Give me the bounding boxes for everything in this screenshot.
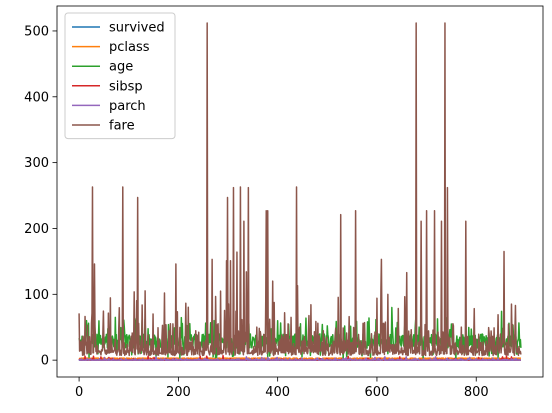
legend-label-pclass: pclass bbox=[109, 40, 150, 55]
y-tick-label: 500 bbox=[24, 24, 49, 39]
series-line-parch bbox=[78, 356, 522, 361]
y-tick-label: 200 bbox=[24, 222, 49, 237]
x-tick-label: 200 bbox=[166, 385, 191, 400]
axes-frame bbox=[56, 5, 544, 378]
y-tick-label: 0 bbox=[41, 354, 49, 369]
x-tick-label: 600 bbox=[365, 385, 390, 400]
legend-label-sibsp: sibsp bbox=[109, 79, 143, 94]
x-tick-label: 800 bbox=[464, 385, 489, 400]
legend-label-parch: parch bbox=[109, 99, 146, 114]
x-tick-label: 0 bbox=[75, 385, 83, 400]
legend-box bbox=[64, 12, 176, 140]
legend-label-fare: fare bbox=[109, 119, 135, 134]
legend-label-age: age bbox=[109, 60, 133, 75]
y-tick-label: 100 bbox=[24, 288, 49, 303]
x-tick-label: 400 bbox=[265, 385, 290, 400]
series-line-fare bbox=[78, 22, 522, 357]
legend: survived pclass age sibsp parch fare bbox=[64, 12, 176, 140]
y-tick-label: 400 bbox=[24, 90, 49, 105]
y-tick-label: 300 bbox=[24, 156, 49, 171]
legend-label-survived: survived bbox=[109, 21, 165, 36]
